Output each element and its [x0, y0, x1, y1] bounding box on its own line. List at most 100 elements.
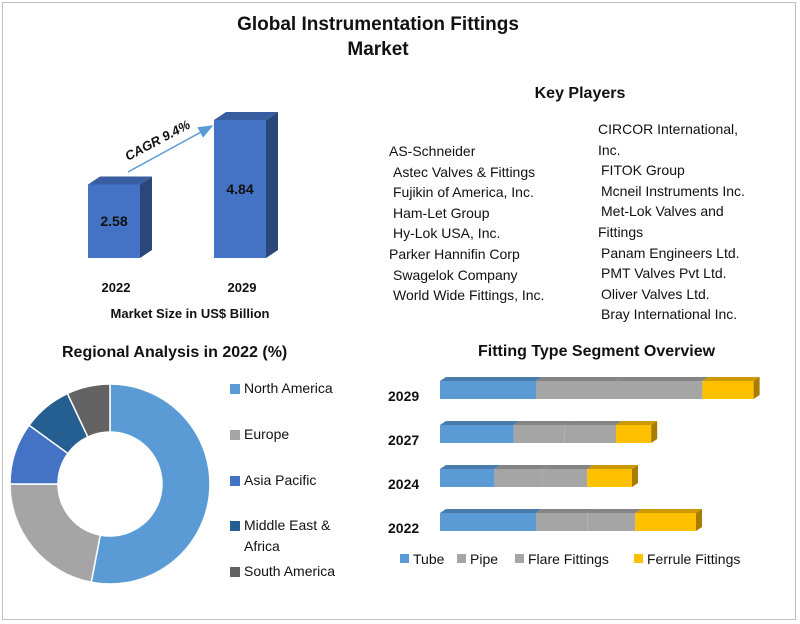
segment-top: [616, 421, 658, 425]
segment-side: [651, 421, 658, 443]
segment-flare-fittings: [564, 425, 616, 443]
key-player-item: Bray International Inc.: [601, 306, 738, 323]
regional-donut-chart: [9, 383, 211, 585]
segment-top: [440, 421, 520, 425]
key-player-item: Panam Engineers Ltd.: [601, 244, 740, 261]
bar-value-label: 4.84: [226, 181, 253, 197]
segment-tube: [440, 469, 495, 487]
legend-label: Europe: [244, 426, 290, 442]
key-player-item: Ham-Let Group: [393, 204, 490, 221]
legend-label: Africa: [244, 538, 280, 554]
year-label: 2027: [388, 432, 419, 448]
market-bar-2029: 4.84 2029: [214, 112, 278, 295]
segment-pipe: [536, 513, 588, 531]
legend-swatch: [230, 384, 240, 394]
donut-slice-1: [9, 483, 102, 584]
fitting-title: Fitting Type Segment Overview: [478, 343, 716, 360]
segment-ferrule-fittings: [635, 513, 696, 531]
key-player-item: Astec Valves & Fittings: [393, 163, 536, 180]
segment-side: [696, 509, 702, 531]
segment-pipe: [494, 469, 543, 487]
key-player-item: Mcneil Instruments Inc.: [601, 182, 745, 199]
segment-tube: [440, 425, 514, 443]
market-bars: 2.58 2022 4.84 2029: [88, 112, 278, 295]
legend-swatch: [230, 567, 240, 577]
fitting-legend: Tube Pipe Flare Fittings Ferrule Fittings: [400, 551, 740, 567]
fitting-bar-2022: 2022: [388, 509, 702, 536]
segment-side: [632, 465, 638, 487]
key-player-item: FITOK Group: [601, 162, 685, 179]
key-player-item: Fittings: [598, 224, 644, 240]
key-player-item: Parker Hannifin Corp: [389, 246, 520, 262]
fitting-segment-chart: 2029 2027 2024 2022 Tube Pipe Flare Fittings F…: [388, 377, 760, 567]
bar-front: [88, 184, 140, 258]
key-player-item: Hy-Lok USA, Inc.: [393, 225, 501, 242]
segment-top: [616, 377, 709, 381]
bar-category-label: 2022: [102, 280, 131, 295]
key-player-item: Inc.: [598, 141, 621, 158]
cagr-arrow: [127, 125, 214, 173]
legend-label: Pipe: [470, 551, 498, 567]
regional-title: Regional Analysis in 2022 (%): [62, 344, 288, 361]
market-bar-2022: 2.58 2022: [88, 176, 152, 295]
bar-top: [214, 112, 278, 120]
donut-slices: [9, 383, 211, 585]
legend-label: Asia Pacific: [244, 472, 317, 488]
key-players-title: Key Players: [534, 85, 626, 102]
key-player-item: Fujikin of America, Inc.: [393, 184, 534, 201]
segment-top: [635, 509, 702, 513]
segment-top: [702, 377, 760, 381]
donut-slice-0: [90, 383, 211, 585]
fitting-bars: 2029 2027 2024 2022: [388, 377, 760, 536]
legend-label: Middle East &: [244, 517, 331, 533]
segment-side: [753, 377, 760, 399]
year-label: 2029: [388, 388, 419, 404]
legend-label: Tube: [413, 551, 445, 567]
fitting-bar-2029: 2029: [388, 377, 760, 404]
market-size-caption: Market Size in US$ Billion: [111, 306, 270, 321]
legend-swatch: [515, 554, 524, 563]
legend-label: North America: [244, 380, 333, 396]
legend-swatch: [457, 554, 466, 563]
segment-tube: [440, 513, 536, 531]
bar-category-label: 2029: [228, 280, 257, 295]
segment-ferrule-fittings: [702, 381, 754, 399]
key-player-item: Swagelok Company: [393, 266, 518, 283]
segment-flare-fittings: [616, 381, 703, 399]
year-label: 2024: [388, 476, 419, 492]
segment-top: [440, 377, 542, 381]
segment-top: [513, 421, 571, 425]
key-player-item: Oliver Valves Ltd.: [601, 285, 710, 302]
segment-top: [564, 421, 622, 425]
legend-swatch: [230, 430, 240, 440]
fitting-legend-item: Pipe: [457, 551, 498, 567]
segment-top: [542, 465, 594, 469]
segment-flare-fittings: [542, 469, 588, 487]
segment-ferrule-fittings: [616, 425, 652, 443]
legend-swatch: [230, 476, 240, 486]
fitting-bar-2024: 2024: [388, 465, 638, 492]
page-title: Global Instrumentation Fittings Market: [200, 12, 556, 62]
segment-top: [536, 509, 594, 513]
segment-tube: [440, 381, 536, 399]
legend-label: Flare Fittings: [528, 551, 609, 567]
segment-top: [587, 509, 642, 513]
year-label: 2022: [388, 520, 419, 536]
fitting-legend-item: Ferrule Fittings: [634, 551, 740, 567]
legend-label: South America: [244, 563, 336, 579]
segment-pipe: [513, 425, 565, 443]
segment-top: [536, 377, 622, 381]
segment-top: [494, 465, 549, 469]
fitting-legend-item: Flare Fittings: [515, 551, 609, 567]
legend-swatch: [634, 554, 643, 563]
key-player-item: AS-Schneider: [389, 143, 476, 159]
segment-top: [440, 465, 501, 469]
legend-swatch: [230, 521, 240, 531]
title-line-1: Global Instrumentation Fittings: [237, 14, 519, 35]
bar-front: [214, 120, 266, 258]
key-player-item: World Wide Fittings, Inc.: [393, 287, 545, 304]
bar-side: [140, 176, 152, 258]
title-line-2: Market: [347, 39, 409, 60]
legend-label: Ferrule Fittings: [647, 551, 740, 567]
